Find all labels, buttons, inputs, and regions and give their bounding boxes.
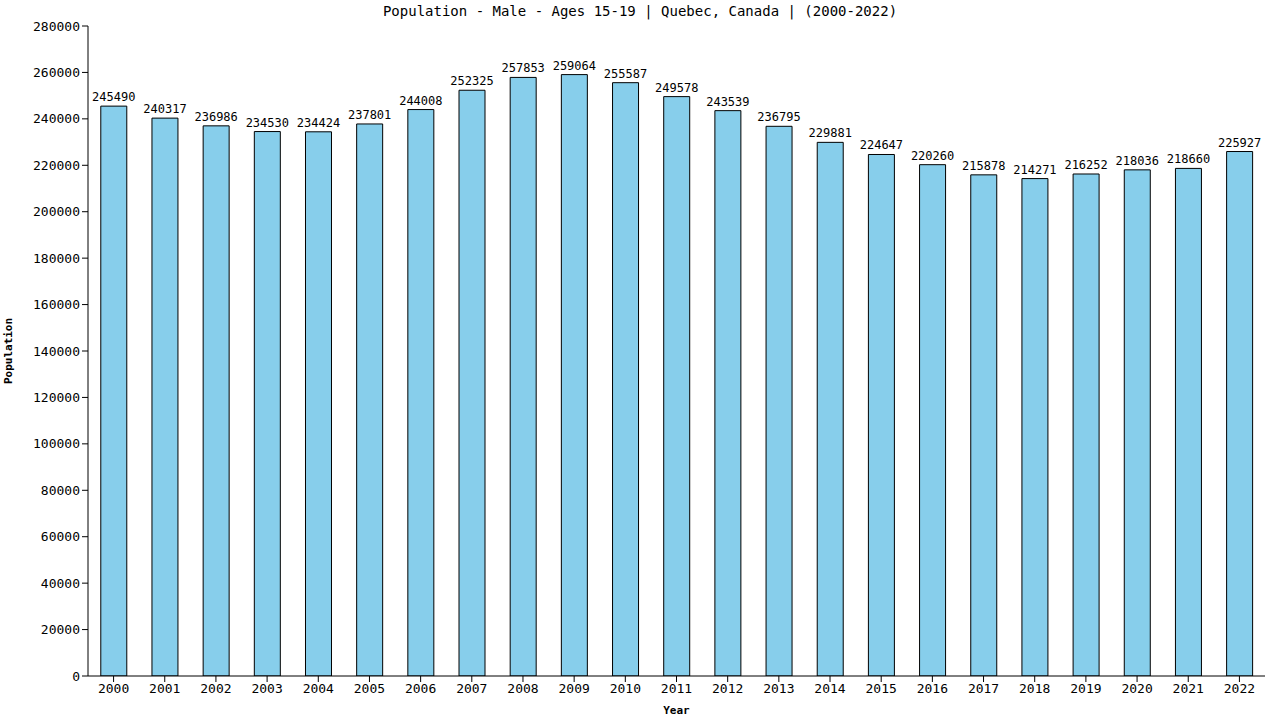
svg-text:140000: 140000: [33, 344, 80, 359]
svg-text:236986: 236986: [194, 110, 237, 124]
svg-text:40000: 40000: [41, 576, 80, 591]
svg-text:2015: 2015: [866, 681, 897, 696]
svg-text:243539: 243539: [706, 95, 749, 109]
svg-text:257853: 257853: [502, 61, 545, 75]
svg-text:236795: 236795: [757, 110, 800, 124]
svg-text:245490: 245490: [92, 90, 135, 104]
svg-text:218660: 218660: [1167, 152, 1210, 166]
svg-text:2013: 2013: [763, 681, 794, 696]
svg-text:100000: 100000: [33, 436, 80, 451]
html-text:Population - Male - Ages 15-19: Population - Male - Ages 15-19 | Quebec,…: [382, 3, 898, 19]
svg-text:215878: 215878: [962, 159, 1005, 173]
svg-text:2020: 2020: [1121, 681, 1152, 696]
svg-text:2014: 2014: [814, 681, 845, 696]
svg-text:80000: 80000: [41, 483, 80, 498]
svg-text:252325: 252325: [450, 74, 493, 88]
svg-text:60000: 60000: [41, 529, 80, 544]
svg-text:234530: 234530: [246, 116, 289, 130]
svg-text:2016: 2016: [917, 681, 948, 696]
svg-text:2011: 2011: [661, 681, 692, 696]
svg-text:2005: 2005: [354, 681, 385, 696]
svg-text:Year: Year: [663, 704, 690, 717]
svg-text:2008: 2008: [507, 681, 538, 696]
svg-text:2001: 2001: [149, 681, 180, 696]
svg-text:160000: 160000: [33, 297, 80, 312]
svg-text:214271: 214271: [1013, 163, 1056, 177]
svg-text:237801: 237801: [348, 108, 391, 122]
svg-text:2003: 2003: [251, 681, 282, 696]
svg-text:2017: 2017: [968, 681, 999, 696]
svg-text:220000: 220000: [33, 158, 80, 173]
svg-text:240000: 240000: [33, 111, 80, 126]
svg-text:249578: 249578: [655, 81, 698, 95]
svg-text:2006: 2006: [405, 681, 436, 696]
svg-text:20000: 20000: [41, 622, 80, 637]
svg-text:2012: 2012: [712, 681, 743, 696]
svg-text:120000: 120000: [33, 390, 80, 405]
svg-text:2019: 2019: [1070, 681, 1101, 696]
svg-text:234424: 234424: [297, 116, 340, 130]
svg-text:2002: 2002: [200, 681, 231, 696]
svg-text:224647: 224647: [860, 138, 903, 152]
svg-text:220260: 220260: [911, 149, 954, 163]
svg-text:244008: 244008: [399, 94, 442, 108]
svg-text:2010: 2010: [610, 681, 641, 696]
svg-text:216252: 216252: [1064, 158, 1107, 172]
svg-text:255587: 255587: [604, 67, 647, 81]
svg-text:2018: 2018: [1019, 681, 1050, 696]
svg-text:2000: 2000: [98, 681, 129, 696]
svg-text:Population: Population: [8, 318, 15, 384]
svg-text:0: 0: [72, 669, 80, 684]
svg-text:200000: 200000: [33, 204, 80, 219]
svg-text:180000: 180000: [33, 251, 80, 266]
svg-text:260000: 260000: [33, 65, 80, 80]
svg-text:2009: 2009: [558, 681, 589, 696]
svg-text:2004: 2004: [303, 681, 334, 696]
svg-text:2022: 2022: [1224, 681, 1255, 696]
svg-text:2007: 2007: [456, 681, 487, 696]
svg-text:259064: 259064: [553, 59, 596, 73]
svg-text:280000: 280000: [33, 19, 80, 34]
svg-text:229881: 229881: [809, 126, 852, 140]
svg-text:225927: 225927: [1218, 136, 1261, 150]
svg-text:240317: 240317: [143, 102, 186, 116]
svg-text:2021: 2021: [1173, 681, 1204, 696]
svg-text:218036: 218036: [1116, 154, 1159, 168]
